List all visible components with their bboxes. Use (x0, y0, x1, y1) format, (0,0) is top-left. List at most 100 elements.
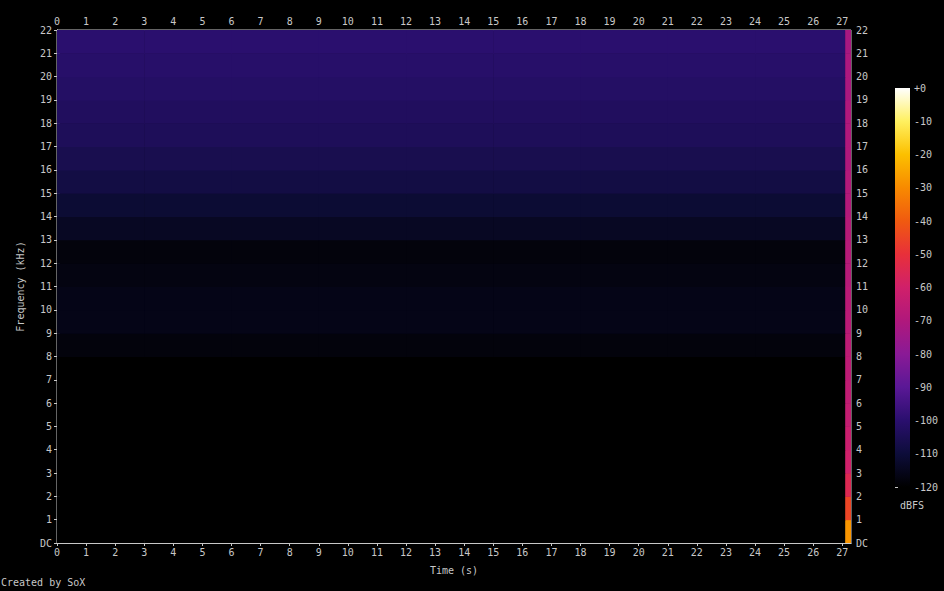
svg-text:1: 1 (83, 547, 89, 558)
svg-text:7: 7 (46, 374, 52, 385)
svg-text:2: 2 (112, 547, 118, 558)
svg-text:11: 11 (371, 547, 383, 558)
svg-text:19: 19 (40, 94, 52, 105)
svg-text:25: 25 (778, 547, 790, 558)
svg-text:10: 10 (342, 547, 354, 558)
svg-text:18: 18 (40, 118, 52, 129)
svg-text:26: 26 (807, 16, 819, 27)
svg-text:24: 24 (749, 547, 761, 558)
svg-text:15: 15 (40, 188, 52, 199)
svg-text:10: 10 (342, 16, 354, 27)
svg-text:8: 8 (856, 351, 862, 362)
svg-text:-10: -10 (914, 116, 932, 127)
svg-text:18: 18 (856, 118, 868, 129)
svg-text:19: 19 (604, 547, 616, 558)
svg-text:9: 9 (316, 547, 322, 558)
svg-text:-40: -40 (914, 216, 932, 227)
svg-text:17: 17 (545, 16, 557, 27)
svg-text:8: 8 (287, 547, 293, 558)
svg-text:15: 15 (487, 547, 499, 558)
svg-text:11: 11 (40, 281, 52, 292)
svg-text:13: 13 (40, 234, 52, 245)
svg-text:5: 5 (46, 421, 52, 432)
svg-text:21: 21 (662, 16, 674, 27)
svg-text:-110: -110 (914, 448, 938, 459)
svg-text:6: 6 (228, 16, 234, 27)
svg-text:3: 3 (141, 16, 147, 27)
svg-text:2: 2 (856, 491, 862, 502)
svg-text:12: 12 (400, 547, 412, 558)
svg-text:14: 14 (856, 211, 868, 222)
svg-text:4: 4 (170, 16, 176, 27)
svg-text:dBFS: dBFS (900, 500, 924, 511)
svg-text:Created by SoX: Created by SoX (1, 577, 85, 588)
svg-text:10: 10 (856, 304, 868, 315)
svg-text:14: 14 (458, 16, 470, 27)
svg-text:11: 11 (371, 16, 383, 27)
svg-text:17: 17 (545, 547, 557, 558)
svg-text:-80: -80 (914, 349, 932, 360)
svg-text:10: 10 (40, 304, 52, 315)
svg-text:17: 17 (856, 141, 868, 152)
svg-text:22: 22 (691, 547, 703, 558)
svg-text:19: 19 (856, 94, 868, 105)
svg-text:-50: -50 (914, 249, 932, 260)
svg-text:22: 22 (691, 16, 703, 27)
svg-text:6: 6 (856, 398, 862, 409)
svg-text:1: 1 (856, 514, 862, 525)
svg-text:9: 9 (46, 328, 52, 339)
svg-text:3: 3 (46, 468, 52, 479)
svg-text:17: 17 (40, 141, 52, 152)
svg-text:19: 19 (604, 16, 616, 27)
svg-text:13: 13 (856, 234, 868, 245)
svg-text:-120: -120 (914, 482, 938, 493)
svg-text:23: 23 (720, 16, 732, 27)
svg-text:4: 4 (170, 547, 176, 558)
svg-text:-60: -60 (914, 282, 932, 293)
svg-text:14: 14 (458, 547, 470, 558)
svg-text:-70: -70 (914, 315, 932, 326)
svg-text:5: 5 (856, 421, 862, 432)
svg-text:16: 16 (516, 547, 528, 558)
svg-text:12: 12 (40, 258, 52, 269)
svg-text:16: 16 (40, 164, 52, 175)
svg-text:26: 26 (807, 547, 819, 558)
svg-text:12: 12 (400, 16, 412, 27)
svg-text:-20: -20 (914, 149, 932, 160)
svg-text:24: 24 (749, 16, 761, 27)
svg-text:DC: DC (40, 538, 52, 549)
svg-text:12: 12 (856, 258, 868, 269)
svg-text:27: 27 (836, 16, 848, 27)
svg-text:23: 23 (720, 547, 732, 558)
svg-text:22: 22 (856, 25, 868, 36)
svg-text:4: 4 (856, 444, 862, 455)
svg-text:21: 21 (856, 48, 868, 59)
svg-text:Time (s): Time (s) (430, 565, 478, 576)
svg-text:2: 2 (112, 16, 118, 27)
svg-text:20: 20 (633, 547, 645, 558)
svg-text:6: 6 (228, 547, 234, 558)
svg-text:15: 15 (856, 188, 868, 199)
svg-text:18: 18 (574, 16, 586, 27)
svg-text:-100: -100 (914, 415, 938, 426)
svg-text:16: 16 (856, 164, 868, 175)
svg-text:21: 21 (40, 48, 52, 59)
svg-text:-90: -90 (914, 382, 932, 393)
svg-text:20: 20 (856, 71, 868, 82)
svg-text:7: 7 (258, 547, 264, 558)
svg-text:15: 15 (487, 16, 499, 27)
svg-text:13: 13 (429, 547, 441, 558)
svg-text:Frequency (kHz): Frequency (kHz) (15, 241, 26, 331)
svg-text:6: 6 (46, 398, 52, 409)
svg-text:5: 5 (199, 547, 205, 558)
svg-text:11: 11 (856, 281, 868, 292)
svg-text:7: 7 (258, 16, 264, 27)
svg-text:1: 1 (83, 16, 89, 27)
svg-text:22: 22 (40, 25, 52, 36)
svg-text:0: 0 (54, 547, 60, 558)
svg-text:+0: +0 (914, 83, 926, 94)
svg-text:20: 20 (40, 71, 52, 82)
svg-text:5: 5 (199, 16, 205, 27)
svg-text:3: 3 (141, 547, 147, 558)
svg-text:27: 27 (836, 547, 848, 558)
